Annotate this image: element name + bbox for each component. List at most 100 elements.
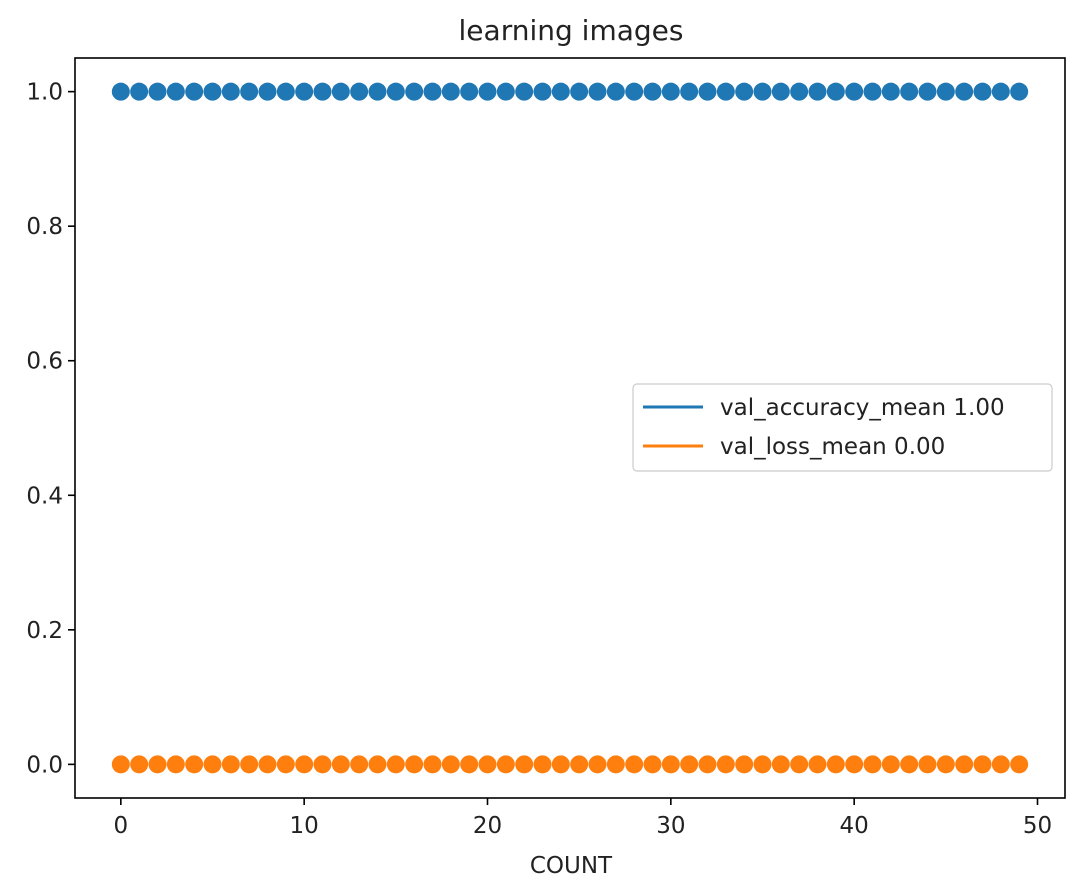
- point-val-accuracy: [368, 82, 387, 101]
- point-val-loss: [221, 755, 240, 774]
- point-val-loss: [515, 755, 534, 774]
- y-tick-label: 1.0: [26, 80, 63, 106]
- point-val-loss: [625, 755, 644, 774]
- point-val-loss: [441, 755, 460, 774]
- point-val-loss: [771, 755, 790, 774]
- point-val-accuracy: [111, 82, 130, 101]
- point-val-loss: [533, 755, 552, 774]
- point-val-loss: [735, 755, 754, 774]
- point-val-loss: [258, 755, 277, 774]
- point-val-loss: [386, 755, 405, 774]
- x-tick-label: 10: [290, 813, 319, 839]
- point-val-loss: [331, 755, 350, 774]
- point-val-loss: [808, 755, 827, 774]
- legend-label-accuracy: val_accuracy_mean 1.00: [720, 395, 1005, 421]
- y-tick-label: 0.4: [26, 483, 63, 509]
- point-val-accuracy: [900, 82, 919, 101]
- point-val-accuracy: [258, 82, 277, 101]
- point-val-accuracy: [973, 82, 992, 101]
- x-tick-label: 20: [473, 813, 502, 839]
- point-val-accuracy: [625, 82, 644, 101]
- point-val-loss: [295, 755, 314, 774]
- point-val-loss: [423, 755, 442, 774]
- point-val-loss: [148, 755, 167, 774]
- point-val-loss: [661, 755, 680, 774]
- point-val-loss: [955, 755, 974, 774]
- point-val-loss: [478, 755, 497, 774]
- plot-frame: [74, 57, 1066, 799]
- chart-title: learning images: [459, 14, 684, 47]
- point-val-accuracy: [203, 82, 222, 101]
- point-val-accuracy: [533, 82, 552, 101]
- point-val-loss: [790, 755, 809, 774]
- point-val-accuracy: [680, 82, 699, 101]
- point-val-accuracy: [221, 82, 240, 101]
- point-val-accuracy: [551, 82, 570, 101]
- point-val-loss: [111, 755, 130, 774]
- point-val-loss: [460, 755, 479, 774]
- point-val-loss: [551, 755, 570, 774]
- point-val-loss: [900, 755, 919, 774]
- point-val-loss: [698, 755, 717, 774]
- point-val-loss: [313, 755, 332, 774]
- point-val-accuracy: [331, 82, 350, 101]
- point-val-accuracy: [148, 82, 167, 101]
- point-val-loss: [863, 755, 882, 774]
- point-val-accuracy: [350, 82, 369, 101]
- point-val-accuracy: [991, 82, 1010, 101]
- legend-box: [632, 383, 1053, 472]
- point-val-accuracy: [661, 82, 680, 101]
- point-val-loss: [973, 755, 992, 774]
- point-val-accuracy: [386, 82, 405, 101]
- point-val-accuracy: [496, 82, 515, 101]
- point-val-accuracy: [753, 82, 772, 101]
- legend-label-loss: val_loss_mean 0.00: [720, 434, 945, 460]
- point-val-accuracy: [716, 82, 735, 101]
- point-val-loss: [185, 755, 204, 774]
- point-val-accuracy: [955, 82, 974, 101]
- point-val-accuracy: [313, 82, 332, 101]
- point-val-accuracy: [166, 82, 185, 101]
- y-tick-label: 0.8: [26, 214, 63, 240]
- point-val-accuracy: [515, 82, 534, 101]
- x-tick-label: 40: [840, 813, 869, 839]
- point-val-loss: [716, 755, 735, 774]
- point-val-loss: [845, 755, 864, 774]
- point-val-loss: [936, 755, 955, 774]
- point-val-accuracy: [460, 82, 479, 101]
- point-val-accuracy: [185, 82, 204, 101]
- point-val-accuracy: [295, 82, 314, 101]
- point-val-accuracy: [918, 82, 937, 101]
- point-val-accuracy: [276, 82, 295, 101]
- point-val-accuracy: [643, 82, 662, 101]
- point-val-accuracy: [863, 82, 882, 101]
- point-val-accuracy: [936, 82, 955, 101]
- point-val-loss: [918, 755, 937, 774]
- point-val-accuracy: [423, 82, 442, 101]
- point-val-loss: [881, 755, 900, 774]
- point-val-accuracy: [478, 82, 497, 101]
- y-tick-label: 0.2: [26, 618, 63, 644]
- point-val-loss: [753, 755, 772, 774]
- point-val-loss: [588, 755, 607, 774]
- point-val-accuracy: [826, 82, 845, 101]
- data-points: [111, 82, 1029, 774]
- point-val-loss: [826, 755, 845, 774]
- point-val-loss: [203, 755, 222, 774]
- point-val-accuracy: [790, 82, 809, 101]
- point-val-loss: [991, 755, 1010, 774]
- point-val-accuracy: [1010, 82, 1029, 101]
- x-tick-label: 0: [114, 813, 129, 839]
- y-tick-label: 0.6: [26, 349, 63, 375]
- x-tick-label: 50: [1023, 813, 1052, 839]
- point-val-loss: [496, 755, 515, 774]
- point-val-loss: [350, 755, 369, 774]
- point-val-accuracy: [570, 82, 589, 101]
- point-val-accuracy: [845, 82, 864, 101]
- point-val-loss: [276, 755, 295, 774]
- point-val-accuracy: [735, 82, 754, 101]
- point-val-loss: [570, 755, 589, 774]
- x-tick-label: 30: [656, 813, 685, 839]
- point-val-loss: [680, 755, 699, 774]
